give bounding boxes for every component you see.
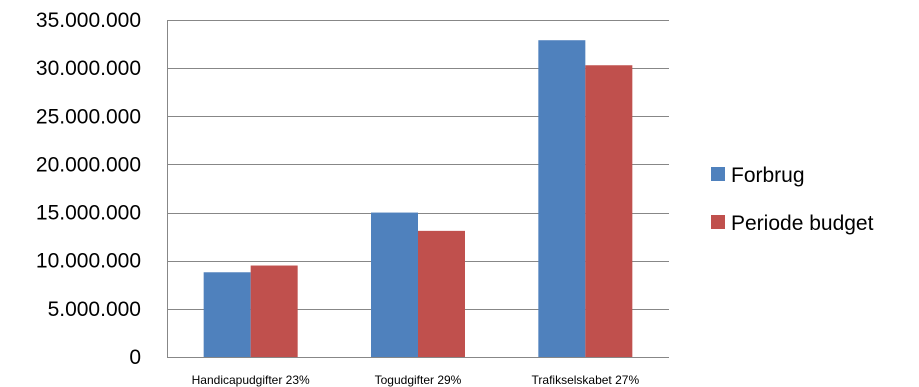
legend: Forbrug Periode budget (711, 164, 874, 235)
y-tick-label: 10.000.000 (36, 250, 141, 273)
bar-series (203, 40, 633, 358)
axes (167, 20, 669, 358)
bar-periode-budget-0 (250, 265, 298, 357)
x-tick-label: Togudgifter 29% (375, 373, 462, 387)
y-tick-label: 35.000.000 (36, 9, 141, 32)
bar-periode-budget-2 (585, 65, 633, 358)
y-tick-label: 15.000.000 (36, 202, 141, 225)
legend-label-periode-budget: Periode budget (731, 212, 874, 235)
legend-label-forbrug: Forbrug (731, 164, 805, 187)
y-tick-label: 5.000.000 (48, 298, 141, 321)
bar-forbrug-1 (371, 212, 418, 357)
x-tick-label: Trafikselskabet 27% (532, 373, 640, 387)
bar-periode-budget-1 (418, 230, 465, 357)
legend-swatch-periode-budget (711, 215, 725, 229)
legend-swatch-forbrug (711, 167, 725, 181)
y-tick-label: 0 (129, 346, 141, 369)
y-tick-label: 20.000.000 (36, 153, 141, 176)
y-axis-tick-labels: 0 5.000.000 10.000.000 15.000.000 20.000.000… (36, 9, 141, 369)
y-tick-label: 30.000.000 (36, 57, 141, 80)
bar-forbrug-0 (203, 272, 251, 357)
x-axis-tick-labels: Handicapudgifter 23% Togudgifter 29% Trafi… (192, 373, 640, 387)
bar-forbrug-2 (538, 40, 586, 357)
y-tick-label: 25.000.000 (36, 105, 141, 128)
x-tick-label: Handicapudgifter 23% (192, 373, 310, 387)
